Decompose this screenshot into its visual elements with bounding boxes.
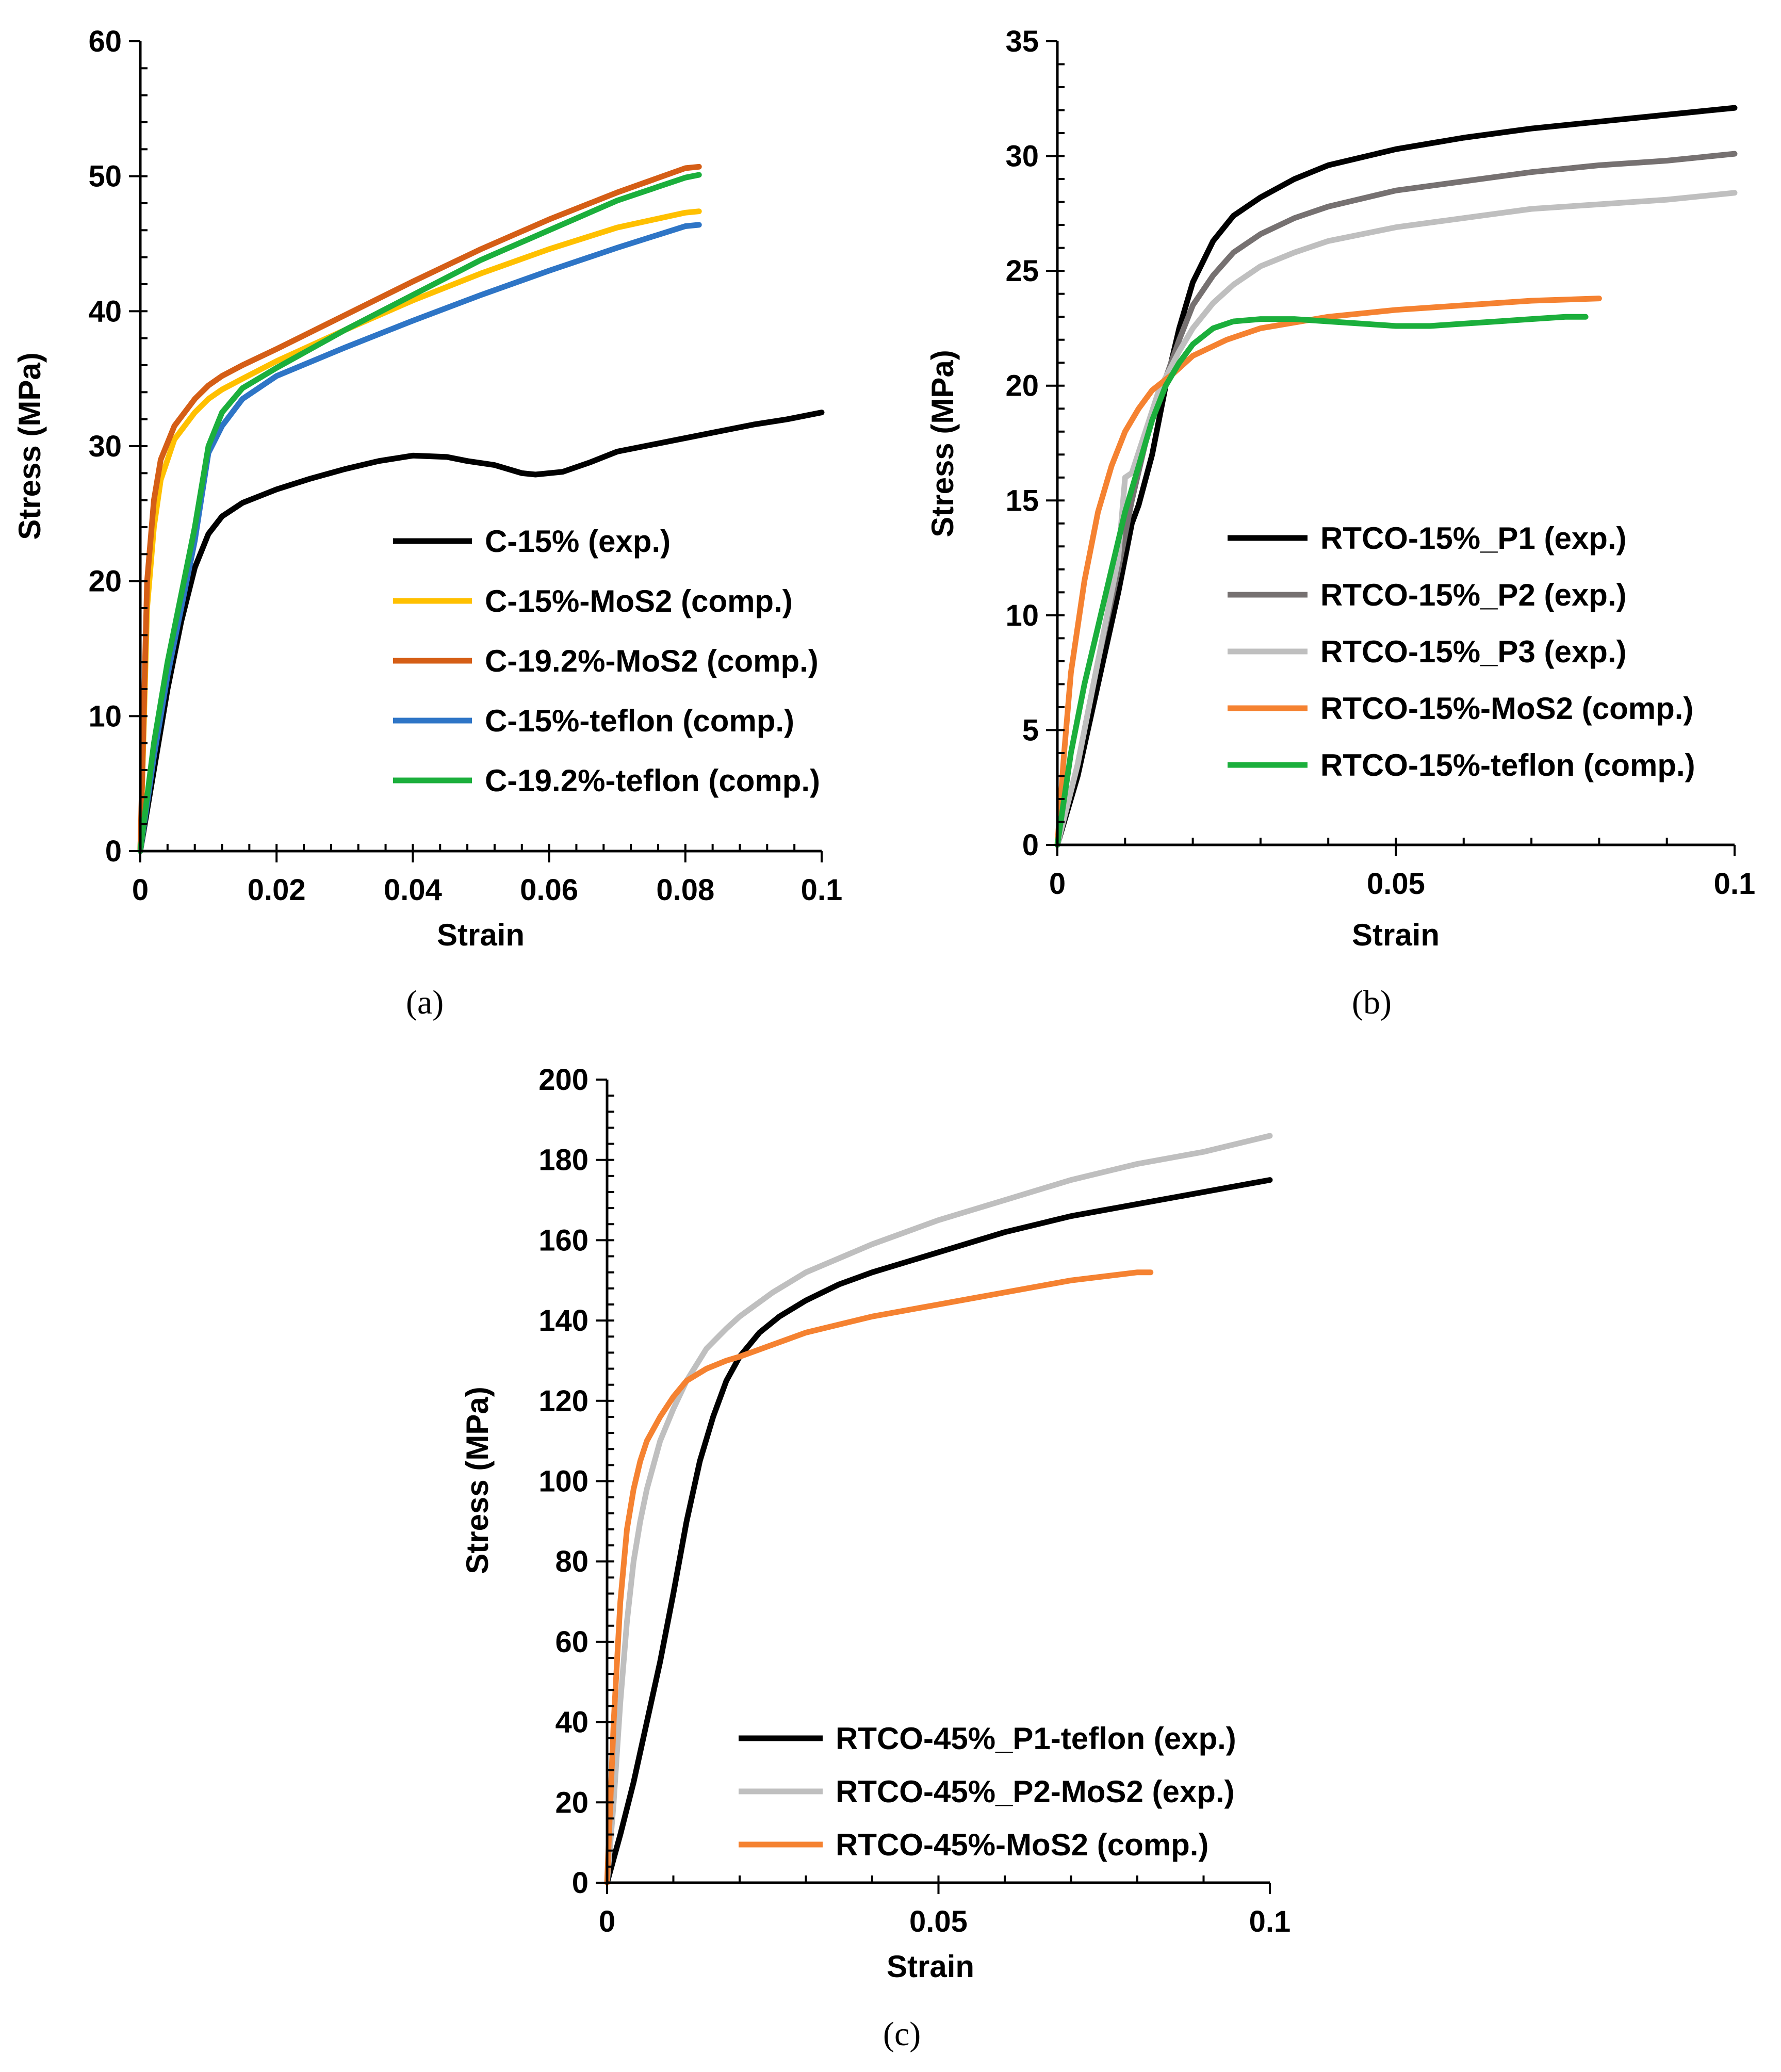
series-line-c-1	[604, 1177, 1273, 1886]
x-tick-label: 0.1	[801, 873, 843, 907]
chart-a-y-label: Stress (MPa)	[12, 352, 47, 540]
x-tick-label: 0.02	[248, 873, 306, 907]
legend-label: RTCO-45%_P2-MoS2 (exp.)	[836, 1774, 1235, 1809]
x-tick-label: 0.05	[1367, 867, 1425, 901]
chart-a: 0 10 20 30 40 50 60 0 0.02 0.04 0.06 0.08 0.1 C-15% …	[12, 25, 842, 1021]
series-line-c-2	[604, 1133, 1273, 1886]
series-line-b-4	[1054, 296, 1602, 848]
series-line-c-3	[604, 1269, 1154, 1886]
y-tick-label: 20	[555, 1786, 589, 1819]
legend-label: RTCO-15%_P2 (exp.)	[1320, 578, 1627, 612]
x-tick-label: 0.08	[656, 873, 714, 907]
x-tick-label: 0.04	[384, 873, 442, 907]
chart-a-legend: C-15% (exp.) C-15%-MoS2 (comp.) C-19.2%-Mo…	[393, 524, 820, 798]
legend-label: RTCO-15%_P1 (exp.)	[1320, 521, 1627, 556]
legend-label: C-19.2%-MoS2 (comp.)	[485, 644, 819, 678]
y-tick-label: 25	[1005, 254, 1039, 288]
y-tick-label: 15	[1005, 484, 1039, 517]
chart-b-legend: RTCO-15%_P1 (exp.) RTCO-15%_P2 (exp.) RTCO…	[1228, 521, 1695, 782]
chart-b: 0 5 10 15 20 25 30 35 0 0.05 0.1 RTCO-15%_P1 (exp.…	[925, 25, 1755, 1021]
chart-a-ticks: 0 10 20 30 40 50 60 0 0.02 0.04 0.06 0.08 0.1	[88, 25, 842, 907]
y-tick-label: 20	[88, 565, 122, 598]
series-line-a-1	[137, 410, 825, 854]
y-tick-label: 60	[555, 1625, 589, 1659]
legend-label: C-15%-teflon (comp.)	[485, 704, 794, 738]
legend-label: RTCO-45%-MoS2 (comp.)	[836, 1828, 1208, 1862]
chart-c-x-label: Strain	[887, 1949, 974, 1984]
x-tick-label: 0	[1049, 867, 1066, 901]
series-line-a-5	[137, 172, 702, 854]
x-tick-label: 0.05	[909, 1905, 968, 1938]
y-tick-label: 160	[538, 1223, 589, 1257]
chart-c-panel-label: (c)	[883, 2015, 921, 2053]
legend-label: RTCO-15%-teflon (comp.)	[1320, 748, 1695, 782]
x-tick-label: 0.06	[520, 873, 578, 907]
y-tick-label: 30	[88, 430, 122, 463]
chart-a-series	[137, 164, 825, 854]
y-tick-label: 0	[105, 835, 122, 868]
chart-b-x-label: Strain	[1352, 918, 1440, 952]
y-tick-label: 60	[88, 25, 122, 58]
legend-label: RTCO-15%_P3 (exp.)	[1320, 634, 1627, 669]
y-tick-label: 10	[1005, 599, 1039, 632]
y-tick-label: 120	[538, 1384, 589, 1418]
x-tick-label: 0.1	[1714, 867, 1756, 901]
chart-c: 0 20 40 60 80 100 120 140 160 180 200 0 0.05 0.1 RTCO…	[460, 1063, 1290, 2053]
chart-c-series	[604, 1133, 1273, 1886]
y-tick-label: 50	[88, 160, 122, 193]
x-tick-label: 0	[599, 1905, 615, 1938]
series-line-b-1	[1054, 105, 1738, 848]
chart-c-legend: RTCO-45%_P1-teflon (exp.) RTCO-45%_P2-MoS…	[739, 1721, 1236, 1862]
chart-b-series	[1054, 105, 1738, 848]
y-tick-label: 5	[1022, 713, 1039, 747]
chart-b-panel-label: (b)	[1352, 984, 1392, 1021]
series-line-a-3	[137, 164, 702, 854]
legend-label: C-19.2%-teflon (comp.)	[485, 763, 820, 798]
y-tick-label: 0	[1022, 828, 1039, 862]
y-tick-label: 30	[1005, 140, 1039, 173]
chart-c-y-label: Stress (MPa)	[460, 1386, 495, 1574]
x-tick-label: 0	[132, 873, 149, 907]
y-tick-label: 40	[88, 295, 122, 328]
x-tick-label: 0.1	[1249, 1905, 1291, 1938]
y-tick-label: 40	[555, 1706, 589, 1739]
y-tick-label: 0	[572, 1866, 589, 1900]
y-tick-label: 10	[88, 699, 122, 733]
series-line-b-2	[1054, 151, 1738, 848]
chart-a-panel-label: (a)	[406, 984, 444, 1021]
series-line-b-5	[1054, 314, 1589, 848]
chart-a-x-label: Strain	[437, 918, 525, 952]
series-line-b-3	[1054, 190, 1738, 848]
chart-b-y-label: Stress (MPa)	[925, 350, 960, 537]
y-tick-label: 35	[1005, 25, 1039, 58]
y-tick-label: 140	[538, 1304, 589, 1337]
y-tick-label: 100	[538, 1465, 589, 1498]
chart-b-ticks: 0 5 10 15 20 25 30 35 0 0.05 0.1	[1005, 25, 1755, 901]
y-tick-label: 180	[538, 1144, 589, 1177]
legend-label: C-15% (exp.)	[485, 524, 671, 559]
series-line-a-2	[137, 208, 702, 854]
legend-label: RTCO-45%_P1-teflon (exp.)	[836, 1721, 1236, 1756]
legend-label: C-15%-MoS2 (comp.)	[485, 584, 793, 618]
legend-label: RTCO-15%-MoS2 (comp.)	[1320, 691, 1693, 726]
y-tick-label: 200	[538, 1063, 589, 1097]
y-tick-label: 20	[1005, 369, 1039, 403]
y-tick-label: 80	[555, 1545, 589, 1578]
